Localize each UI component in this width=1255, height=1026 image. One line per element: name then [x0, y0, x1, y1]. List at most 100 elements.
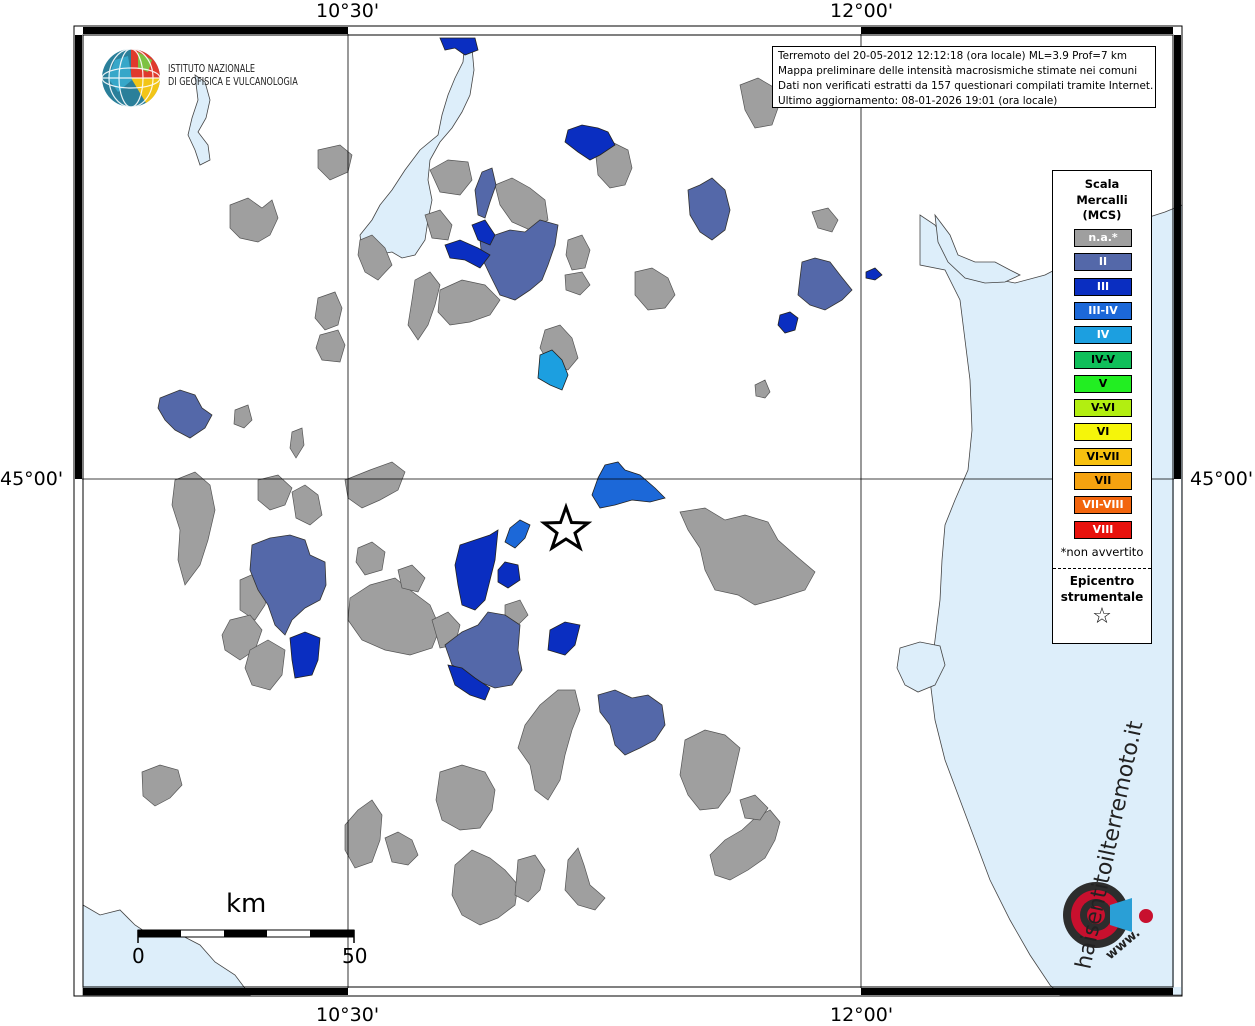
legend-title-2: Mercalli: [1076, 192, 1128, 207]
municipality: [229, 197, 279, 243]
lake-garda: [359, 39, 475, 259]
municipality: [514, 854, 546, 903]
lake-iseo: [187, 74, 211, 166]
legend-swatch-v-vi: V-VI: [1074, 399, 1132, 418]
legend-swatch-iii-iv: III-IV: [1074, 301, 1132, 320]
municipality-iv: [537, 349, 569, 391]
institute-line1: ISTITUTO NAZIONALE: [168, 63, 256, 75]
municipality: [739, 794, 769, 821]
epicenter-star: [539, 502, 593, 552]
municipality: [407, 271, 441, 341]
municipality: [517, 689, 581, 801]
legend-swatch-iii: III: [1074, 277, 1132, 296]
scale-start: 0: [132, 944, 145, 968]
legend-epicenter-2: strumentale: [1060, 590, 1144, 604]
municipality: [291, 484, 323, 526]
municipality: [244, 639, 286, 691]
municipality: [355, 541, 386, 576]
legend-title-1: Scala: [1084, 177, 1120, 191]
municipality-ii: [249, 534, 327, 636]
municipality: [357, 234, 393, 281]
map-frame: [73, 25, 1183, 997]
ingv-logo-icon: [101, 48, 161, 108]
municipality-iii: [471, 219, 496, 246]
municipality: [424, 209, 453, 241]
info-line3: Dati non verificati estratti da 157 ques…: [778, 80, 1154, 92]
municipality-iii: [564, 124, 616, 161]
municipality: [564, 847, 606, 911]
legend-swatch-iv: IV: [1074, 326, 1132, 345]
lon-label-top-left: 10°30': [316, 0, 380, 22]
institute-name: ISTITUTO NAZIONALE DI GEOFISICA E VULCAN…: [168, 63, 298, 89]
areas-intensity-iii: [289, 37, 883, 701]
municipality: [811, 207, 839, 233]
lon-label-top-right: 12°00': [830, 0, 894, 22]
municipality: [171, 471, 216, 586]
municipality: [315, 329, 346, 363]
municipality: [437, 279, 501, 326]
municipality: [679, 729, 741, 811]
municipality-iii: [447, 664, 491, 701]
scale-bar: [137, 929, 355, 943]
municipality: [344, 461, 406, 509]
legend-swatch-ii: II: [1074, 253, 1132, 272]
municipality-ii: [687, 177, 731, 241]
municipality: [451, 849, 519, 926]
municipality: [384, 831, 419, 866]
municipality-iii: [497, 561, 521, 589]
municipality-iii: [547, 621, 581, 656]
municipality: [397, 564, 426, 593]
municipality: [233, 404, 253, 429]
municipality-iii: [454, 529, 499, 611]
siren-icon: [1063, 882, 1153, 948]
municipality-iii: [444, 239, 491, 269]
lat-label-right: 45°00': [1190, 468, 1254, 490]
municipality-ii: [597, 689, 666, 756]
areas-intensity-iii-iv: [504, 461, 666, 549]
municipality: [435, 764, 496, 831]
lon-label-bottom-left: 10°30': [316, 1004, 380, 1026]
comacchio-lagoon: [896, 641, 946, 693]
lat-label-left: 45°00': [0, 468, 64, 490]
municipality-ii: [474, 167, 497, 219]
grid: [79, 32, 1178, 992]
sea-areas: [82, 39, 1183, 996]
legend-swatch-n-a-: n.a.*: [1074, 229, 1132, 247]
municipality-iii: [289, 631, 321, 679]
municipality: [257, 474, 293, 511]
municipality-iii-iv: [504, 519, 531, 549]
municipality-ii: [797, 257, 853, 311]
legend-swatch-v: V: [1074, 374, 1132, 393]
mcs-legend: Scala Mercalli (MCS) n.a.* II III III-IV IV I…: [1052, 170, 1152, 644]
legend-title-3: (MCS): [1082, 208, 1122, 222]
municipality-ii: [157, 389, 213, 439]
municipality: [564, 271, 591, 296]
event-info-box: Terremoto del 20-05-2012 12:12:18 (ora l…: [772, 46, 1156, 108]
municipality-ii: [479, 219, 559, 301]
municipality-iii: [865, 267, 883, 281]
legend-swatch-vi-vii: VI-VII: [1074, 447, 1132, 466]
municipality: [317, 144, 353, 181]
institute-line2: DI GEOFISICA E VULCANOLOGIA: [168, 76, 298, 88]
municipality: [289, 427, 305, 459]
info-line2: Mappa preliminare delle intensità macros…: [778, 65, 1138, 77]
legend-swatch-vi: VI: [1074, 423, 1132, 442]
scale-end: 50: [342, 944, 368, 968]
municipality: [679, 507, 816, 606]
municipality: [634, 267, 676, 311]
municipality: [429, 159, 473, 196]
ligurian-sea: [82, 904, 251, 996]
venice-lagoon: [934, 213, 1021, 284]
areas-intensity-ii: [157, 167, 853, 756]
municipality: [754, 379, 771, 399]
municipality: [314, 291, 343, 331]
areas-intensity-iv: [537, 349, 569, 391]
legend-separator: [1053, 568, 1151, 569]
lon-label-bottom-right: 12°00': [830, 1004, 894, 1026]
legend-swatch-viii: VIII: [1074, 520, 1132, 539]
municipality: [739, 77, 779, 129]
municipality-iii: [439, 37, 479, 56]
legend-title: Scala Mercalli (MCS): [1053, 177, 1151, 224]
municipality: [494, 177, 549, 231]
info-line1: Terremoto del 20-05-2012 12:12:18 (ora l…: [778, 50, 1128, 62]
